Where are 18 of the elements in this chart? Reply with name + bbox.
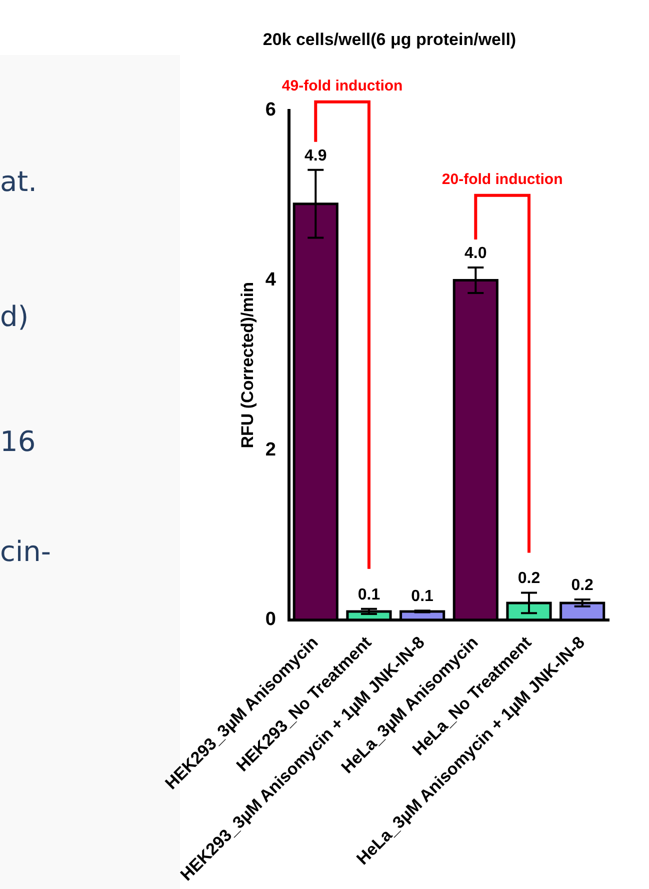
text: cin- xyxy=(0,535,52,568)
text: d) xyxy=(0,300,29,333)
data-label: 4.0 xyxy=(464,244,487,262)
text: 16 xyxy=(0,425,36,458)
data-label: 0.1 xyxy=(411,588,434,605)
annotation: 20-fold induction xyxy=(442,170,563,188)
y-axis-title: RFU (Corrected)/min xyxy=(238,282,257,448)
y-tick-label: 4 xyxy=(265,269,276,290)
y-tick-label: 0 xyxy=(265,609,276,630)
text: 49-fold induction xyxy=(282,78,403,95)
data-label: 0.1 xyxy=(358,586,380,604)
data-label: 4.9 xyxy=(304,147,327,164)
y-tick-label: 2 xyxy=(265,439,276,460)
y-tick-label: 6 xyxy=(265,100,276,121)
data-label: 0.2 xyxy=(518,570,540,588)
chart-title: 20k cells/well(6 μg protein/well) xyxy=(262,30,516,49)
data-label: 0.2 xyxy=(571,576,594,594)
text: at. xyxy=(0,165,38,198)
